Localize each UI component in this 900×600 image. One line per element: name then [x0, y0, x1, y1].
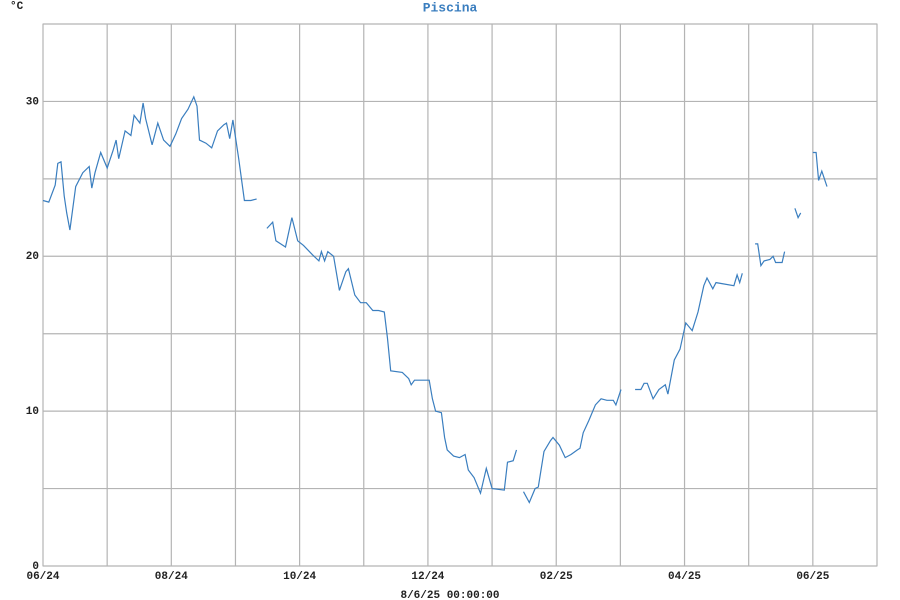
- y-tick-label: 30: [26, 96, 39, 108]
- x-tick-label: 10/24: [283, 571, 316, 583]
- x-tick-label: 08/24: [155, 571, 188, 583]
- x-tick-label: 04/25: [668, 571, 701, 583]
- plot-frame: [42, 23, 878, 567]
- x-tick-label: 12/24: [411, 571, 444, 583]
- x-tick-label: 06/24: [26, 571, 59, 583]
- y-tick-label: 20: [26, 251, 39, 263]
- x-axis-label: 8/6/25 00:00:00: [400, 590, 499, 600]
- y-axis-label: °C: [10, 1, 24, 13]
- x-tick-label: 02/25: [540, 571, 573, 583]
- x-tick-label: 06/25: [796, 571, 829, 583]
- chart-title: Piscina: [423, 0, 478, 15]
- y-tick-label: 0: [32, 561, 39, 573]
- data-line: [42, 95, 828, 504]
- y-tick-label: 10: [26, 406, 39, 418]
